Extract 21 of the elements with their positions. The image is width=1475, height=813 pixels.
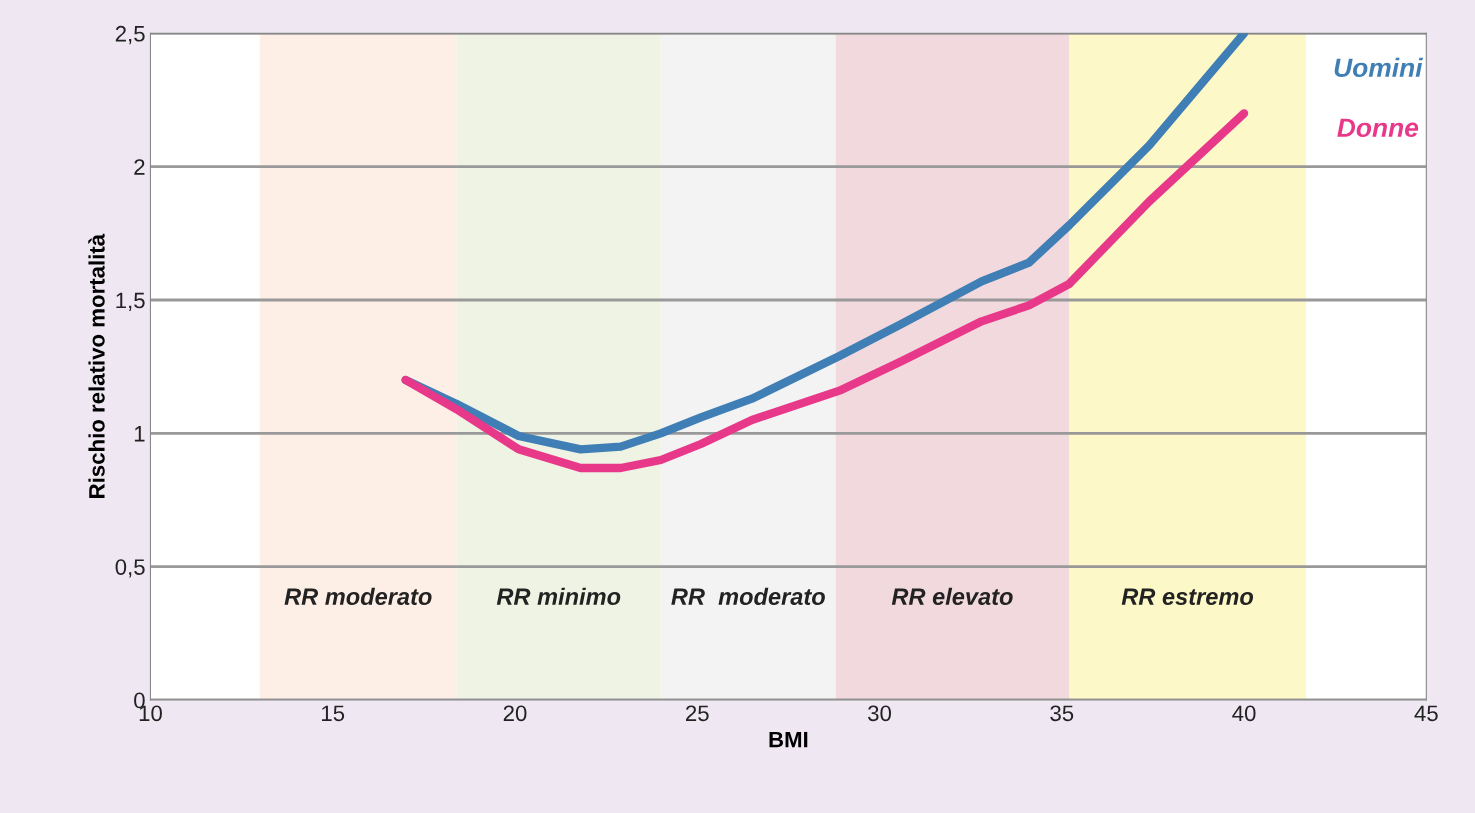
y-tick-label: 1,5 [116,292,145,311]
band-label: RR moderato [284,587,432,606]
x-tick-label: 20 [503,705,527,722]
text: Donne [1337,118,1419,138]
band-label: RR moderato [671,587,825,606]
x-tick-label: 15 [322,705,345,722]
y-tick-label: 2 [134,159,145,175]
band-label: RR minimo [496,587,621,605]
x-tick-label: 35 [1050,705,1074,722]
x-axis-title: BMI [769,731,808,748]
x-tick-label: 25 [686,705,709,722]
text: Uomini [1334,57,1424,78]
y-tick-label: 2,5 [115,25,145,45]
band-label: RR estremo [1121,588,1254,605]
x-tick-label: 40 [1232,705,1256,722]
x-tick-label: 45 [1414,705,1438,722]
y-tick-label: 1 [134,426,145,442]
y-tick-label: 0,5 [115,559,145,578]
y-axis-title: Rischio relativo mortalità [88,233,105,498]
band-label: RR elevato [891,587,1013,605]
x-tick-label: 30 [868,705,892,722]
